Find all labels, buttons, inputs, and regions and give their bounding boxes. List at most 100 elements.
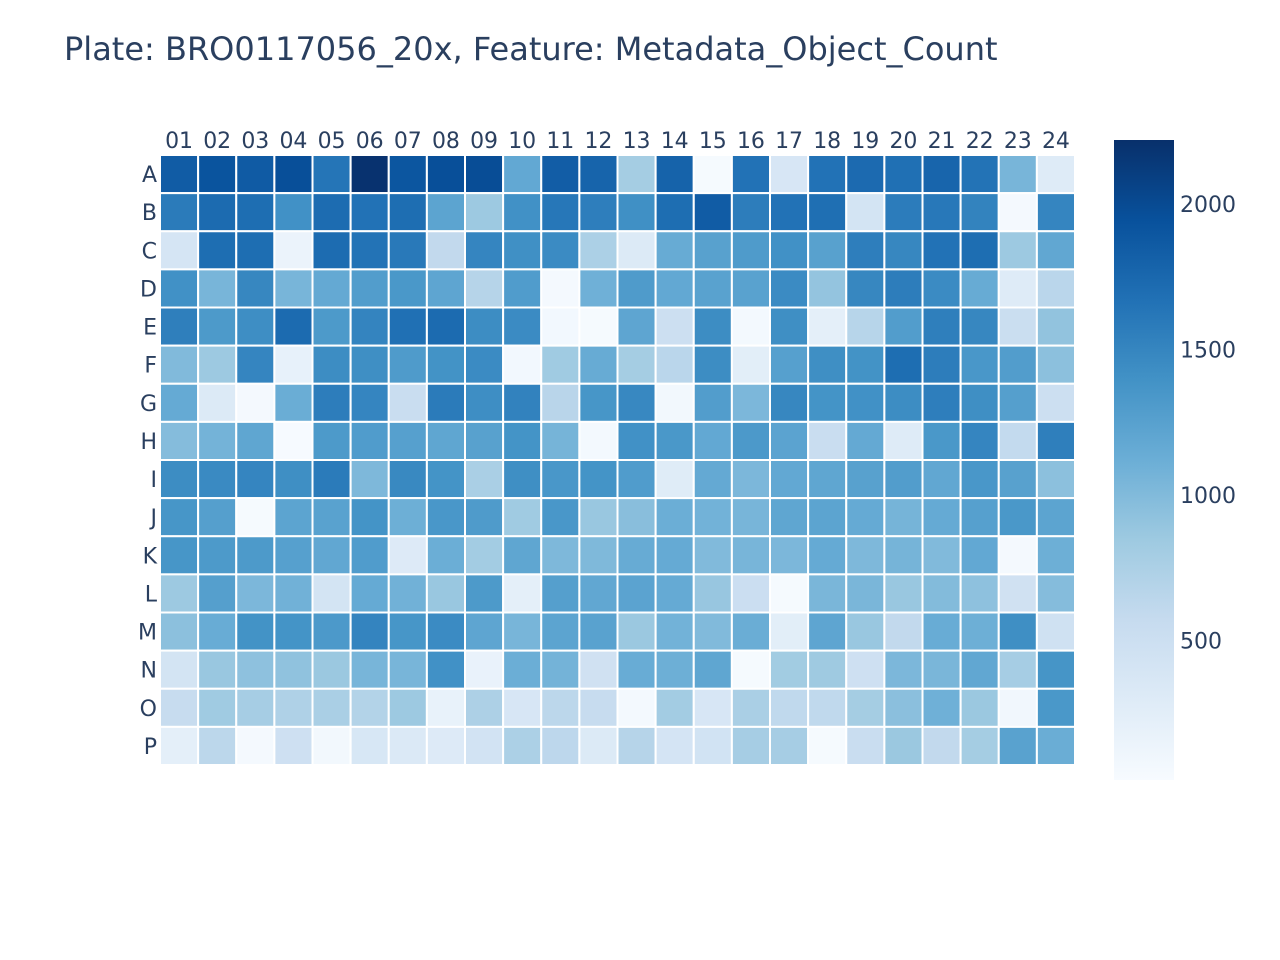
heatmap-cell-H02: [197, 420, 238, 461]
heatmap-cell-I20: [883, 459, 924, 500]
heatmap-cell-F18: [807, 344, 848, 385]
heatmap-cell-I14: [654, 459, 695, 500]
heatmap-cell-L11: [540, 573, 581, 614]
heatmap-cell-A13: [616, 154, 657, 195]
heatmap-cell-F07: [387, 344, 428, 385]
heatmap-cell-M22: [959, 611, 1000, 652]
heatmap-cell-N11: [540, 649, 581, 690]
heatmap-cell-K09: [464, 535, 505, 576]
heatmap-cell-C05: [311, 230, 352, 271]
heatmap-cell-C08: [425, 230, 466, 271]
heatmap-cell-L06: [349, 573, 390, 614]
heatmap-cell-G17: [769, 382, 810, 423]
heatmap-cell-L22: [959, 573, 1000, 614]
heatmap-cell-F08: [425, 344, 466, 385]
heatmap-cell-G23: [997, 382, 1038, 423]
heatmap-cell-C22: [959, 230, 1000, 271]
heatmap-cell-P04: [273, 725, 314, 766]
heatmap-cell-A17: [769, 154, 810, 195]
heatmap-cell-A20: [883, 154, 924, 195]
heatmap-cell-O03: [235, 687, 276, 728]
x-tick-label: 20: [889, 129, 917, 154]
heatmap-cell-D05: [311, 268, 352, 309]
colorbar-ticks: 500 1000 1500 2000: [1180, 193, 1236, 654]
heatmap-cell-E22: [959, 306, 1000, 347]
heatmap-cell-N17: [769, 649, 810, 690]
heatmap-cell-O13: [616, 687, 657, 728]
heatmap-cell-H14: [654, 420, 695, 461]
heatmap-cell-M13: [616, 611, 657, 652]
heatmap-cell-K05: [311, 535, 352, 576]
heatmap-cell-F04: [273, 344, 314, 385]
heatmap-cell-H08: [425, 420, 466, 461]
heatmap-cell-F17: [769, 344, 810, 385]
heatmap-cell-G21: [921, 382, 962, 423]
y-tick-label: I: [151, 468, 158, 493]
heatmap-cell-F15: [692, 344, 733, 385]
heatmap-cell-N04: [273, 649, 314, 690]
heatmap-cell-B15: [692, 192, 733, 233]
heatmap-cell-N19: [845, 649, 886, 690]
heatmap-cell-O23: [997, 687, 1038, 728]
heatmap-cell-M14: [654, 611, 695, 652]
heatmap-cell-B02: [197, 192, 238, 233]
heatmap-cell-K12: [578, 535, 619, 576]
heatmap-cell-E01: [159, 306, 200, 347]
heatmap-cell-E11: [540, 306, 581, 347]
heatmap-cell-L10: [502, 573, 543, 614]
heatmap-cell-P02: [197, 725, 238, 766]
heatmap-cell-F02: [197, 344, 238, 385]
heatmap-cell-G05: [311, 382, 352, 423]
heatmap-cell-J16: [730, 497, 771, 538]
x-tick-label: 17: [775, 129, 803, 154]
y-tick-label: J: [149, 506, 158, 531]
heatmap-cell-L12: [578, 573, 619, 614]
heatmap-cell-A18: [807, 154, 848, 195]
y-tick-label: K: [143, 544, 158, 569]
heatmap-cell-N18: [807, 649, 848, 690]
heatmap-cell-K11: [540, 535, 581, 576]
heatmap-cell-D19: [845, 268, 886, 309]
heatmap-cell-L17: [769, 573, 810, 614]
heatmap-cell-M01: [159, 611, 200, 652]
x-tick-label: 03: [241, 129, 269, 154]
heatmap-cell-N03: [235, 649, 276, 690]
heatmap-cell-P09: [464, 725, 505, 766]
heatmap-cell-K01: [159, 535, 200, 576]
x-tick-label: 15: [699, 129, 727, 154]
heatmap-cell-C21: [921, 230, 962, 271]
heatmap-cell-L21: [921, 573, 962, 614]
heatmap-cell-J02: [197, 497, 238, 538]
heatmap-cell-A21: [921, 154, 962, 195]
heatmap-cell-F13: [616, 344, 657, 385]
heatmap-cell-H12: [578, 420, 619, 461]
x-tick-label: 23: [1004, 129, 1032, 154]
heatmap-cell-D15: [692, 268, 733, 309]
colorbar-tick-label: 1500: [1180, 338, 1236, 363]
heatmap-cell-K18: [807, 535, 848, 576]
heatmap-cell-O05: [311, 687, 352, 728]
heatmap-cell-B22: [959, 192, 1000, 233]
colorbar-tick-label: 500: [1180, 629, 1222, 654]
heatmap-cell-N21: [921, 649, 962, 690]
heatmap-cell-J19: [845, 497, 886, 538]
heatmap-cell-K06: [349, 535, 390, 576]
heatmap-cell-E18: [807, 306, 848, 347]
heatmap-cell-L04: [273, 573, 314, 614]
heatmap-cell-M16: [730, 611, 771, 652]
heatmap-cell-G03: [235, 382, 276, 423]
heatmap-cell-B19: [845, 192, 886, 233]
x-tick-label: 05: [318, 129, 346, 154]
heatmap-cell-D20: [883, 268, 924, 309]
heatmap-cell-H05: [311, 420, 352, 461]
heatmap-cell-E23: [997, 306, 1038, 347]
heatmap-cell-A07: [387, 154, 428, 195]
heatmap-cell-O06: [349, 687, 390, 728]
y-tick-label: L: [145, 582, 158, 607]
heatmap-cell-I06: [349, 459, 390, 500]
heatmap-cell-N05: [311, 649, 352, 690]
heatmap-cell-B01: [159, 192, 200, 233]
x-tick-label: 13: [623, 129, 651, 154]
heatmap-cell-P10: [502, 725, 543, 766]
